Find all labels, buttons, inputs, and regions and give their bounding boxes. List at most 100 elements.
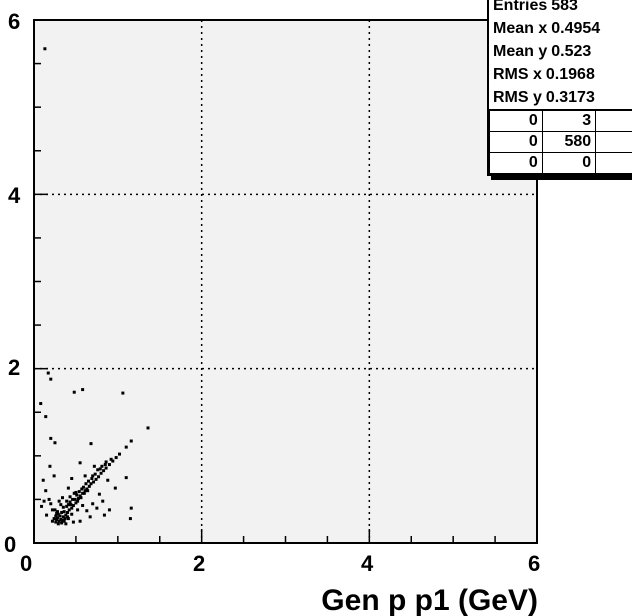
x-tick-label: 0 (20, 551, 32, 576)
data-point (55, 511, 59, 515)
data-point (83, 474, 87, 478)
data-point (93, 472, 97, 476)
data-point (90, 476, 94, 480)
data-point (55, 516, 59, 520)
data-point (71, 520, 75, 524)
stats-value: 583 (551, 0, 578, 14)
data-point (98, 467, 102, 471)
data-point (44, 415, 48, 419)
data-point (91, 502, 95, 506)
data-point (42, 499, 46, 503)
axis-ticks (33, 19, 538, 544)
data-point (104, 466, 108, 470)
stats-label: RMS y (493, 89, 542, 106)
data-point (86, 489, 90, 493)
data-point (39, 402, 43, 406)
data-point (78, 519, 82, 523)
data-point (80, 487, 84, 491)
data-point (67, 508, 71, 512)
data-point (58, 514, 62, 518)
data-point (54, 520, 58, 524)
data-point (46, 371, 50, 375)
data-point (129, 439, 133, 443)
data-point (79, 496, 83, 500)
data-point (55, 517, 59, 521)
data-point (97, 475, 101, 479)
data-point (88, 515, 92, 519)
data-point (66, 510, 70, 514)
data-point (87, 484, 91, 488)
data-point (83, 489, 87, 493)
data-point (56, 512, 60, 516)
data-point (45, 513, 49, 517)
data-point (64, 513, 68, 517)
data-point (63, 517, 67, 521)
data-point (78, 461, 82, 465)
overflow-cell: 580 (541, 131, 597, 153)
data-point (68, 500, 72, 504)
data-point (69, 503, 73, 507)
data-point (54, 514, 58, 518)
data-point (128, 517, 132, 521)
overflow-cell: 0 (595, 109, 632, 132)
data-point (57, 499, 61, 503)
data-point (60, 510, 64, 514)
data-point (124, 445, 128, 449)
data-point (71, 504, 75, 508)
plot-frame (33, 19, 538, 544)
stats-value: 0.4954 (551, 20, 601, 37)
stats-row-mean-x: Mean x 0.4954 (489, 17, 632, 40)
data-point (129, 506, 133, 510)
data-point (52, 474, 56, 478)
data-point (97, 492, 101, 496)
data-point (146, 426, 150, 430)
data-point (47, 497, 51, 501)
data-point (95, 506, 99, 510)
overflow-cell: 0 (541, 152, 597, 174)
x-axis-title: Gen p p1 (GeV) (321, 584, 538, 616)
data-point (70, 476, 74, 480)
stats-row-rms-y: RMS y 0.3173 (489, 86, 632, 109)
data-point (64, 522, 68, 526)
data-point (84, 482, 88, 486)
data-point (62, 519, 66, 523)
data-points (39, 47, 150, 526)
overflow-cell: 3 (541, 109, 597, 132)
data-point (113, 486, 117, 490)
data-point (59, 503, 63, 507)
data-point (75, 493, 79, 497)
data-point (86, 479, 90, 483)
stats-row-rms-x: RMS x 0.1968 (489, 63, 632, 86)
stats-label: Entries (493, 0, 548, 14)
data-point (60, 521, 64, 525)
data-point (81, 388, 85, 392)
data-point (68, 495, 72, 499)
overflow-grid-row: 0 0 0 (489, 152, 632, 174)
data-point (59, 517, 63, 521)
data-point (43, 47, 47, 51)
data-point (76, 508, 80, 512)
data-point (107, 463, 111, 467)
stats-value: 0.3173 (545, 89, 595, 106)
data-point (41, 478, 45, 482)
data-point (57, 519, 61, 523)
data-point (66, 503, 70, 507)
data-point (49, 436, 53, 440)
overflow-grid-row: 0 3 0 (489, 109, 632, 132)
data-point (62, 510, 66, 514)
data-point (65, 499, 69, 503)
stats-row-entries: Entries 583 (489, 0, 632, 17)
data-point (124, 476, 128, 480)
data-point (82, 491, 86, 495)
overflow-cell: 0 (595, 152, 632, 174)
data-point (92, 464, 96, 468)
data-point (72, 390, 76, 394)
data-point (66, 486, 70, 490)
stats-label: Mean y (493, 43, 548, 60)
data-point (44, 489, 48, 493)
data-point (61, 505, 65, 509)
data-point (61, 518, 65, 522)
stats-label: Mean x (493, 20, 548, 37)
data-point (96, 468, 100, 472)
data-point (49, 377, 53, 381)
